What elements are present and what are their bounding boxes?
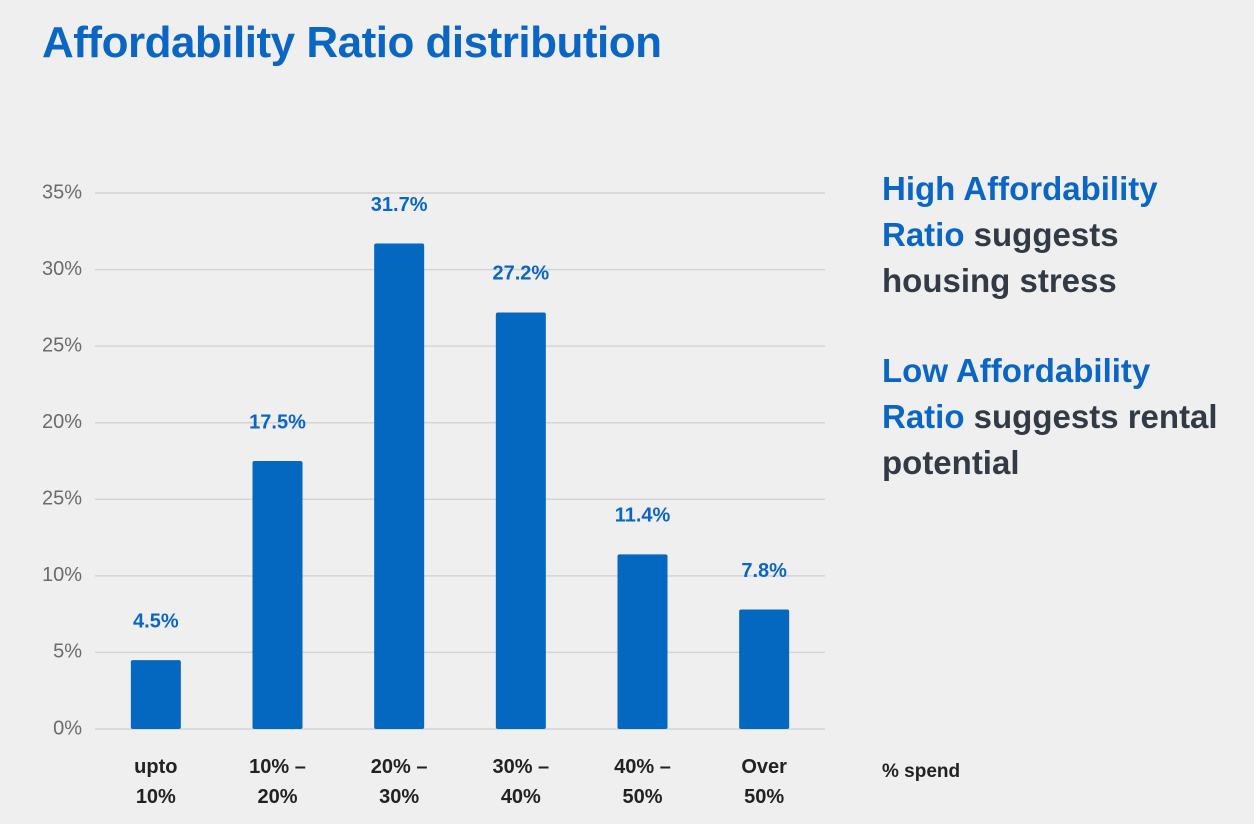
note: High Affordability Ratio suggests housin… [882, 166, 1222, 304]
value-label: 4.5% [133, 610, 179, 632]
bar [130, 660, 181, 729]
y-tick-label: 5% [53, 641, 82, 663]
x-tick-label: 30% – 40% [492, 756, 550, 808]
bar [252, 461, 303, 729]
x-axis-label: % spend [882, 761, 961, 782]
y-tick-label: 35% [42, 181, 82, 203]
bar [495, 312, 546, 729]
y-tick-label: 20% [42, 411, 82, 433]
y-tick-label: 10% [42, 564, 82, 586]
value-label: 27.2% [492, 263, 549, 285]
note: Low Affordability Ratio suggests rental … [882, 348, 1222, 486]
y-tick-label: 25% [42, 488, 82, 510]
bar [374, 243, 425, 729]
x-tick-label: upto 10% [134, 756, 178, 808]
x-tick-label: 40% – 50% [614, 756, 671, 808]
y-tick-label: 0% [53, 717, 82, 739]
value-label: 31.7% [371, 194, 428, 216]
bar [617, 554, 668, 729]
notes: High Affordability Ratio suggests housin… [882, 166, 1222, 530]
value-label: 17.5% [249, 411, 306, 433]
note-highlight: Low Affordability Ratio [882, 352, 1151, 435]
x-tick-label: 10% – 20% [249, 756, 306, 808]
x-tick-label: 20% – 30% [370, 756, 428, 808]
y-tick-label: 30% [42, 258, 82, 280]
x-tick-label: Over 50% [741, 756, 787, 808]
value-label: 11.4% [615, 505, 671, 527]
y-tick-label: 25% [42, 334, 82, 356]
note-text: suggests housing stress [882, 216, 1119, 299]
bar [739, 609, 790, 729]
note-text: suggests rental potential [882, 398, 1218, 481]
note-highlight: High Affordability Ratio [882, 170, 1158, 253]
value-label: 7.8% [741, 560, 787, 582]
chart-title: Affordability Ratio distribution [42, 18, 662, 67]
